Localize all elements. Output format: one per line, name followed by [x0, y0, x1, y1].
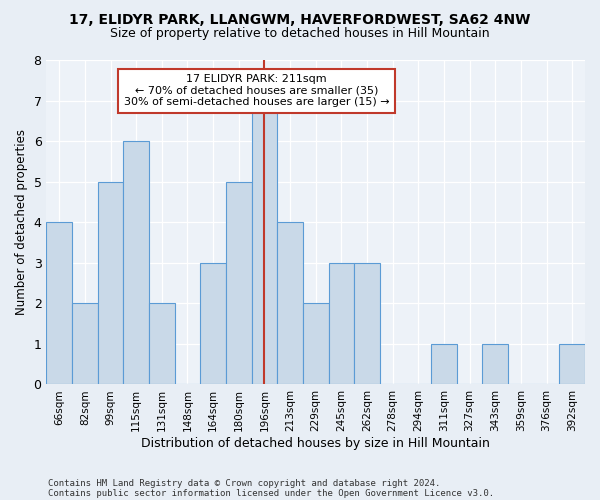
Bar — [482, 344, 508, 385]
Text: Contains public sector information licensed under the Open Government Licence v3: Contains public sector information licen… — [48, 488, 494, 498]
Bar — [98, 182, 124, 384]
Bar — [431, 344, 457, 385]
Text: 17, ELIDYR PARK, LLANGWM, HAVERFORDWEST, SA62 4NW: 17, ELIDYR PARK, LLANGWM, HAVERFORDWEST,… — [70, 12, 530, 26]
Text: Size of property relative to detached houses in Hill Mountain: Size of property relative to detached ho… — [110, 28, 490, 40]
Bar — [559, 344, 585, 385]
Text: 17 ELIDYR PARK: 211sqm
← 70% of detached houses are smaller (35)
30% of semi-det: 17 ELIDYR PARK: 211sqm ← 70% of detached… — [124, 74, 389, 108]
Bar — [354, 263, 380, 384]
Bar — [277, 222, 303, 384]
Y-axis label: Number of detached properties: Number of detached properties — [15, 129, 28, 315]
X-axis label: Distribution of detached houses by size in Hill Mountain: Distribution of detached houses by size … — [141, 437, 490, 450]
Bar — [226, 182, 251, 384]
Bar — [72, 304, 98, 384]
Bar — [329, 263, 354, 384]
Bar — [46, 222, 72, 384]
Bar — [200, 263, 226, 384]
Bar — [303, 304, 329, 384]
Bar — [251, 100, 277, 385]
Bar — [149, 304, 175, 384]
Text: Contains HM Land Registry data © Crown copyright and database right 2024.: Contains HM Land Registry data © Crown c… — [48, 478, 440, 488]
Bar — [124, 141, 149, 384]
